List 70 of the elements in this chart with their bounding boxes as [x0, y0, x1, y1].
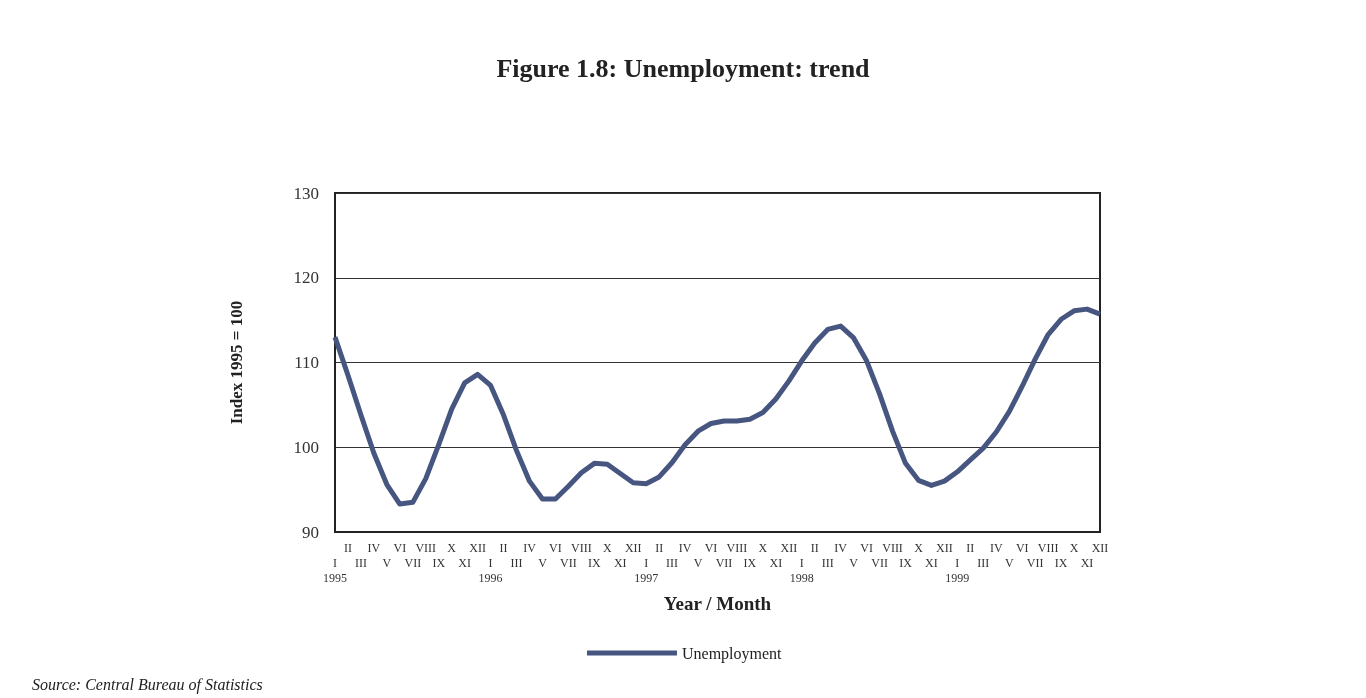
x-tick-label: IX — [899, 555, 913, 570]
x-tick-label: III — [977, 555, 990, 570]
y-tick-label: 110 — [294, 353, 319, 372]
x-tick-label: XII — [624, 540, 642, 555]
y-tick-label: 130 — [293, 183, 319, 203]
x-tick-label: IX — [587, 555, 601, 570]
x-tick-label: III — [354, 555, 367, 570]
y-tick-label: 120 — [293, 268, 319, 288]
x-tick-label: XI — [458, 555, 471, 570]
x-tick-label: XI — [925, 555, 938, 570]
x-tick-label: I 1997 — [634, 555, 659, 585]
x-tick-label: VII — [560, 555, 577, 570]
x-tick-label: V — [849, 555, 859, 570]
x-tick-label: VII — [1026, 555, 1044, 570]
x-tick-label: I 1999 — [945, 555, 970, 585]
x-tick-label: II — [499, 540, 508, 555]
x-tick-label: X — [447, 540, 457, 555]
x-tick-label: II — [810, 540, 819, 555]
x-tick-label: X — [758, 540, 768, 555]
x-tick-label: VIII — [415, 540, 437, 555]
text: Unemployment — [681, 644, 783, 663]
x-tick-label: V — [1004, 555, 1014, 570]
source-note: Source: Central Bureau of Statistics — [32, 675, 263, 694]
x-tick-label: XI — [613, 555, 627, 570]
x-tick-label: XII — [936, 540, 953, 555]
y-tick-label: 90 — [302, 522, 319, 542]
x-tick-label: IV — [989, 540, 1003, 555]
x-tick-label: II — [343, 540, 352, 555]
x-tick-label: III — [666, 555, 679, 570]
x-tick-label: IV — [523, 540, 537, 555]
x-tick-label: IV — [834, 540, 848, 555]
x-tick-label: VIII — [571, 540, 592, 555]
x-tick-label: II — [655, 540, 664, 555]
x-tick-label: VIII — [1037, 540, 1059, 555]
x-tick-label: VI — [1015, 540, 1029, 555]
x-tick-label: VIII — [726, 540, 748, 555]
x-tick-label: IX — [432, 555, 446, 570]
x-tick-label: IX — [1054, 555, 1068, 570]
x-tick-label: XI — [1080, 555, 1094, 570]
x-tick-label: X — [602, 540, 612, 555]
x-axis-title: Year / Month — [663, 593, 772, 614]
x-tick-label: IV — [367, 540, 381, 555]
y-axis-title: Index 1995 = 100 — [227, 300, 246, 425]
y-tick-label: 100 — [293, 437, 319, 457]
x-tick-label: I 1995 — [323, 555, 347, 585]
x-tick-label: XII — [780, 540, 798, 555]
x-tick-label: VI — [860, 540, 873, 555]
x-tick-label: III — [510, 555, 523, 570]
x-tick-label: VI — [393, 540, 407, 555]
x-tick-label: V — [538, 555, 548, 570]
chart-title: Figure 1.8: Unemployment: trend — [496, 53, 871, 83]
x-tick-label: I 1996 — [478, 555, 503, 585]
x-tick-label: V — [693, 555, 703, 570]
x-tick-label: VI — [549, 540, 562, 555]
x-tick-label: I 1998 — [789, 555, 814, 585]
x-tick-label: V — [382, 555, 392, 570]
x-tick-label: IV — [678, 540, 692, 555]
x-tick-label: VII — [715, 555, 733, 570]
x-tick-label: XII — [469, 540, 486, 555]
x-tick-label: XI — [769, 555, 783, 570]
x-tick-label: II — [966, 540, 975, 555]
x-tick-label: VII — [871, 555, 888, 570]
x-tick-label: IX — [743, 555, 757, 570]
x-tick-label: X — [914, 540, 924, 555]
x-tick-label: III — [821, 555, 834, 570]
x-tick-label: X — [1069, 540, 1079, 555]
x-tick-label: VIII — [882, 540, 903, 555]
x-tick-label: XII — [1091, 540, 1109, 555]
x-tick-label: VII — [404, 555, 422, 570]
x-tick-label: VI — [704, 540, 718, 555]
